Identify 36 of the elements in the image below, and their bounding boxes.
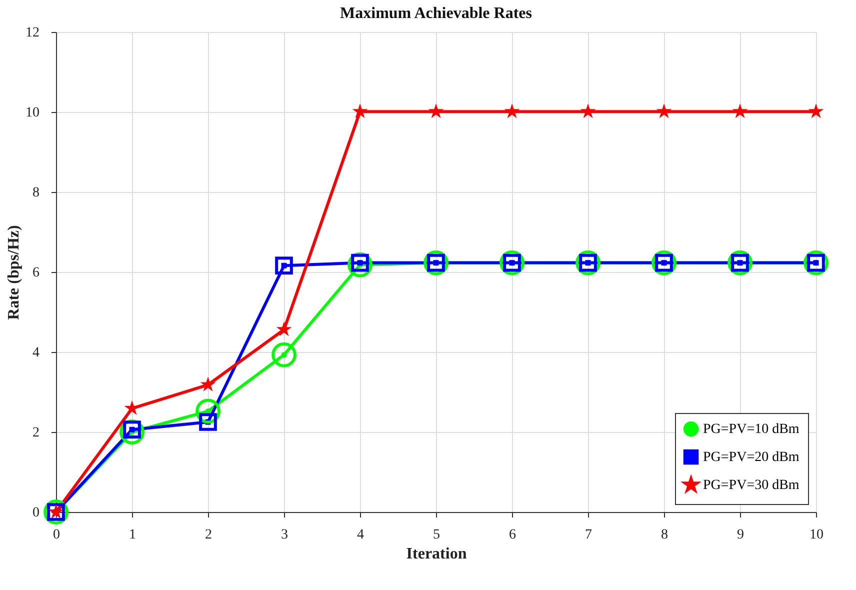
point xyxy=(352,104,368,118)
y-tick-label: 6 xyxy=(32,266,40,280)
point xyxy=(275,256,293,275)
point xyxy=(272,342,296,368)
point xyxy=(200,376,216,392)
y-tick-label: 12 xyxy=(26,26,40,40)
x-tick-label: 0 xyxy=(53,528,60,542)
point xyxy=(428,104,444,118)
point xyxy=(808,104,824,118)
y-tick-label: 2 xyxy=(32,426,40,440)
point xyxy=(276,322,292,336)
chart-title: Maximum Achievable Rates xyxy=(340,5,532,22)
y-tick-label: 4 xyxy=(32,346,40,360)
x-tick-label: 7 xyxy=(585,528,592,542)
point xyxy=(732,104,748,118)
legend-label: PG=PV=10 dBm xyxy=(703,422,800,437)
y-tick-label: 0 xyxy=(32,506,40,520)
x-tick-label: 2 xyxy=(205,528,212,542)
x-tick-label: 4 xyxy=(357,528,364,542)
legend-label: PG=PV=20 dBm xyxy=(703,450,800,465)
y-tick-label: 10 xyxy=(26,106,40,120)
y-tick-label: 8 xyxy=(32,186,40,200)
point xyxy=(199,413,217,431)
x-tick-label: 8 xyxy=(661,528,668,542)
x-tick-label: 10 xyxy=(810,528,824,542)
point xyxy=(580,104,596,118)
x-tick-label: 3 xyxy=(281,528,288,542)
point xyxy=(504,104,520,118)
x-tick-label: 5 xyxy=(433,528,440,542)
x-tick-label: 9 xyxy=(737,528,744,542)
x-tick-label: 6 xyxy=(509,528,516,542)
y-axis-title: Rate (bps/Hz) xyxy=(6,225,22,320)
legend-label: PG=PV=30 dBm xyxy=(703,478,800,493)
x-tick-label: 1 xyxy=(129,528,136,542)
point xyxy=(656,104,672,118)
x-axis-title: Iteration xyxy=(406,546,467,562)
